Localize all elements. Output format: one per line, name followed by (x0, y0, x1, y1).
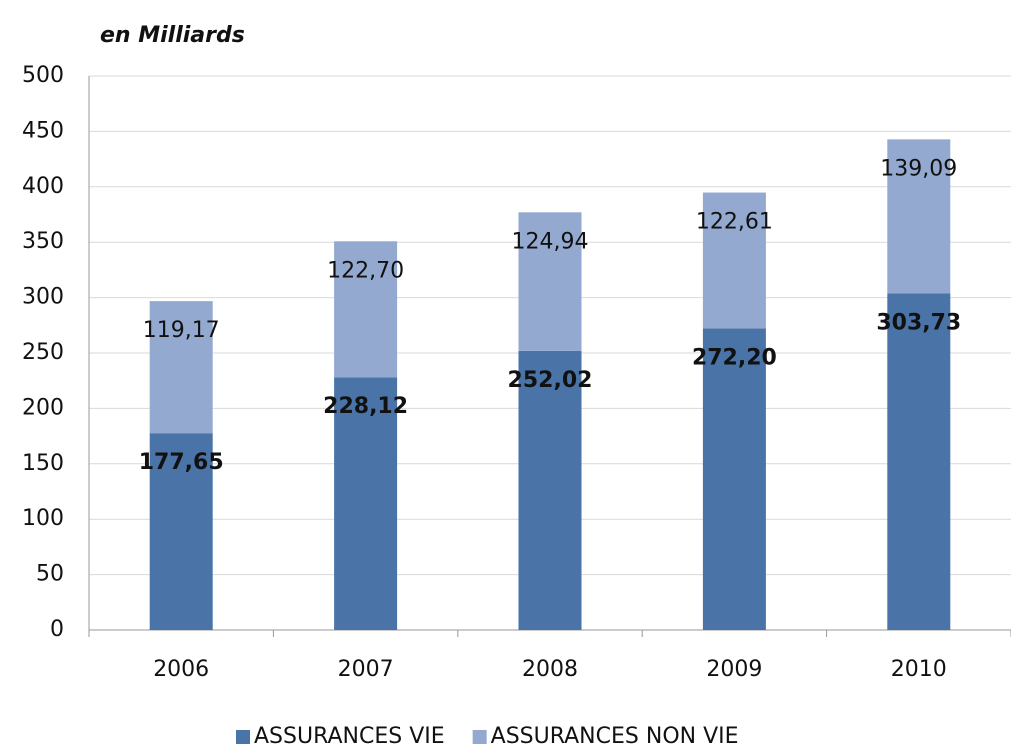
y-tick-label: 150 (22, 451, 64, 476)
data-label: 272,20 (692, 345, 777, 370)
data-label: 124,94 (512, 229, 589, 254)
bar-segment (149, 301, 213, 434)
data-label: 139,09 (880, 156, 957, 181)
bar-segment (334, 241, 398, 378)
bar-segment (887, 293, 951, 630)
bar-segment (518, 350, 582, 630)
data-label: 122,61 (696, 210, 773, 235)
y-tick-label: 450 (22, 118, 64, 143)
legend-swatch (472, 730, 487, 744)
y-tick-label: 0 (50, 617, 64, 642)
y-tick-label: 50 (36, 562, 64, 587)
x-tick-label: 2007 (338, 657, 394, 682)
legend-swatch (236, 730, 250, 744)
y-tick-label: 350 (22, 229, 64, 254)
y-tick-label: 400 (22, 174, 64, 199)
data-label: 177,65 (139, 450, 224, 475)
bar-segment (518, 212, 582, 351)
y-tick-label: 300 (22, 285, 64, 310)
bar-segment (702, 192, 766, 329)
bar-segment (887, 139, 951, 294)
data-label: 303,73 (876, 310, 961, 335)
y-tick-label: 250 (22, 340, 64, 365)
data-label: 252,02 (508, 368, 593, 393)
bar-segment (334, 377, 398, 630)
x-tick-label: 2008 (522, 657, 578, 682)
chart-title: en Milliards (100, 23, 245, 48)
x-tick-label: 2010 (891, 657, 947, 682)
data-label: 119,17 (143, 318, 220, 343)
x-tick-label: 2006 (153, 657, 209, 682)
x-tick-label: 2009 (706, 657, 762, 682)
data-label: 122,70 (327, 258, 404, 283)
legend-label: ASSURANCES NON VIE (491, 724, 739, 746)
bar-segment (702, 328, 766, 630)
y-tick-label: 200 (22, 395, 64, 420)
bar-segment (149, 433, 213, 630)
data-label: 228,12 (323, 394, 408, 419)
legend-label: ASSURANCES VIE (254, 724, 445, 746)
y-tick-label: 500 (22, 63, 64, 88)
y-tick-label: 100 (22, 506, 64, 531)
